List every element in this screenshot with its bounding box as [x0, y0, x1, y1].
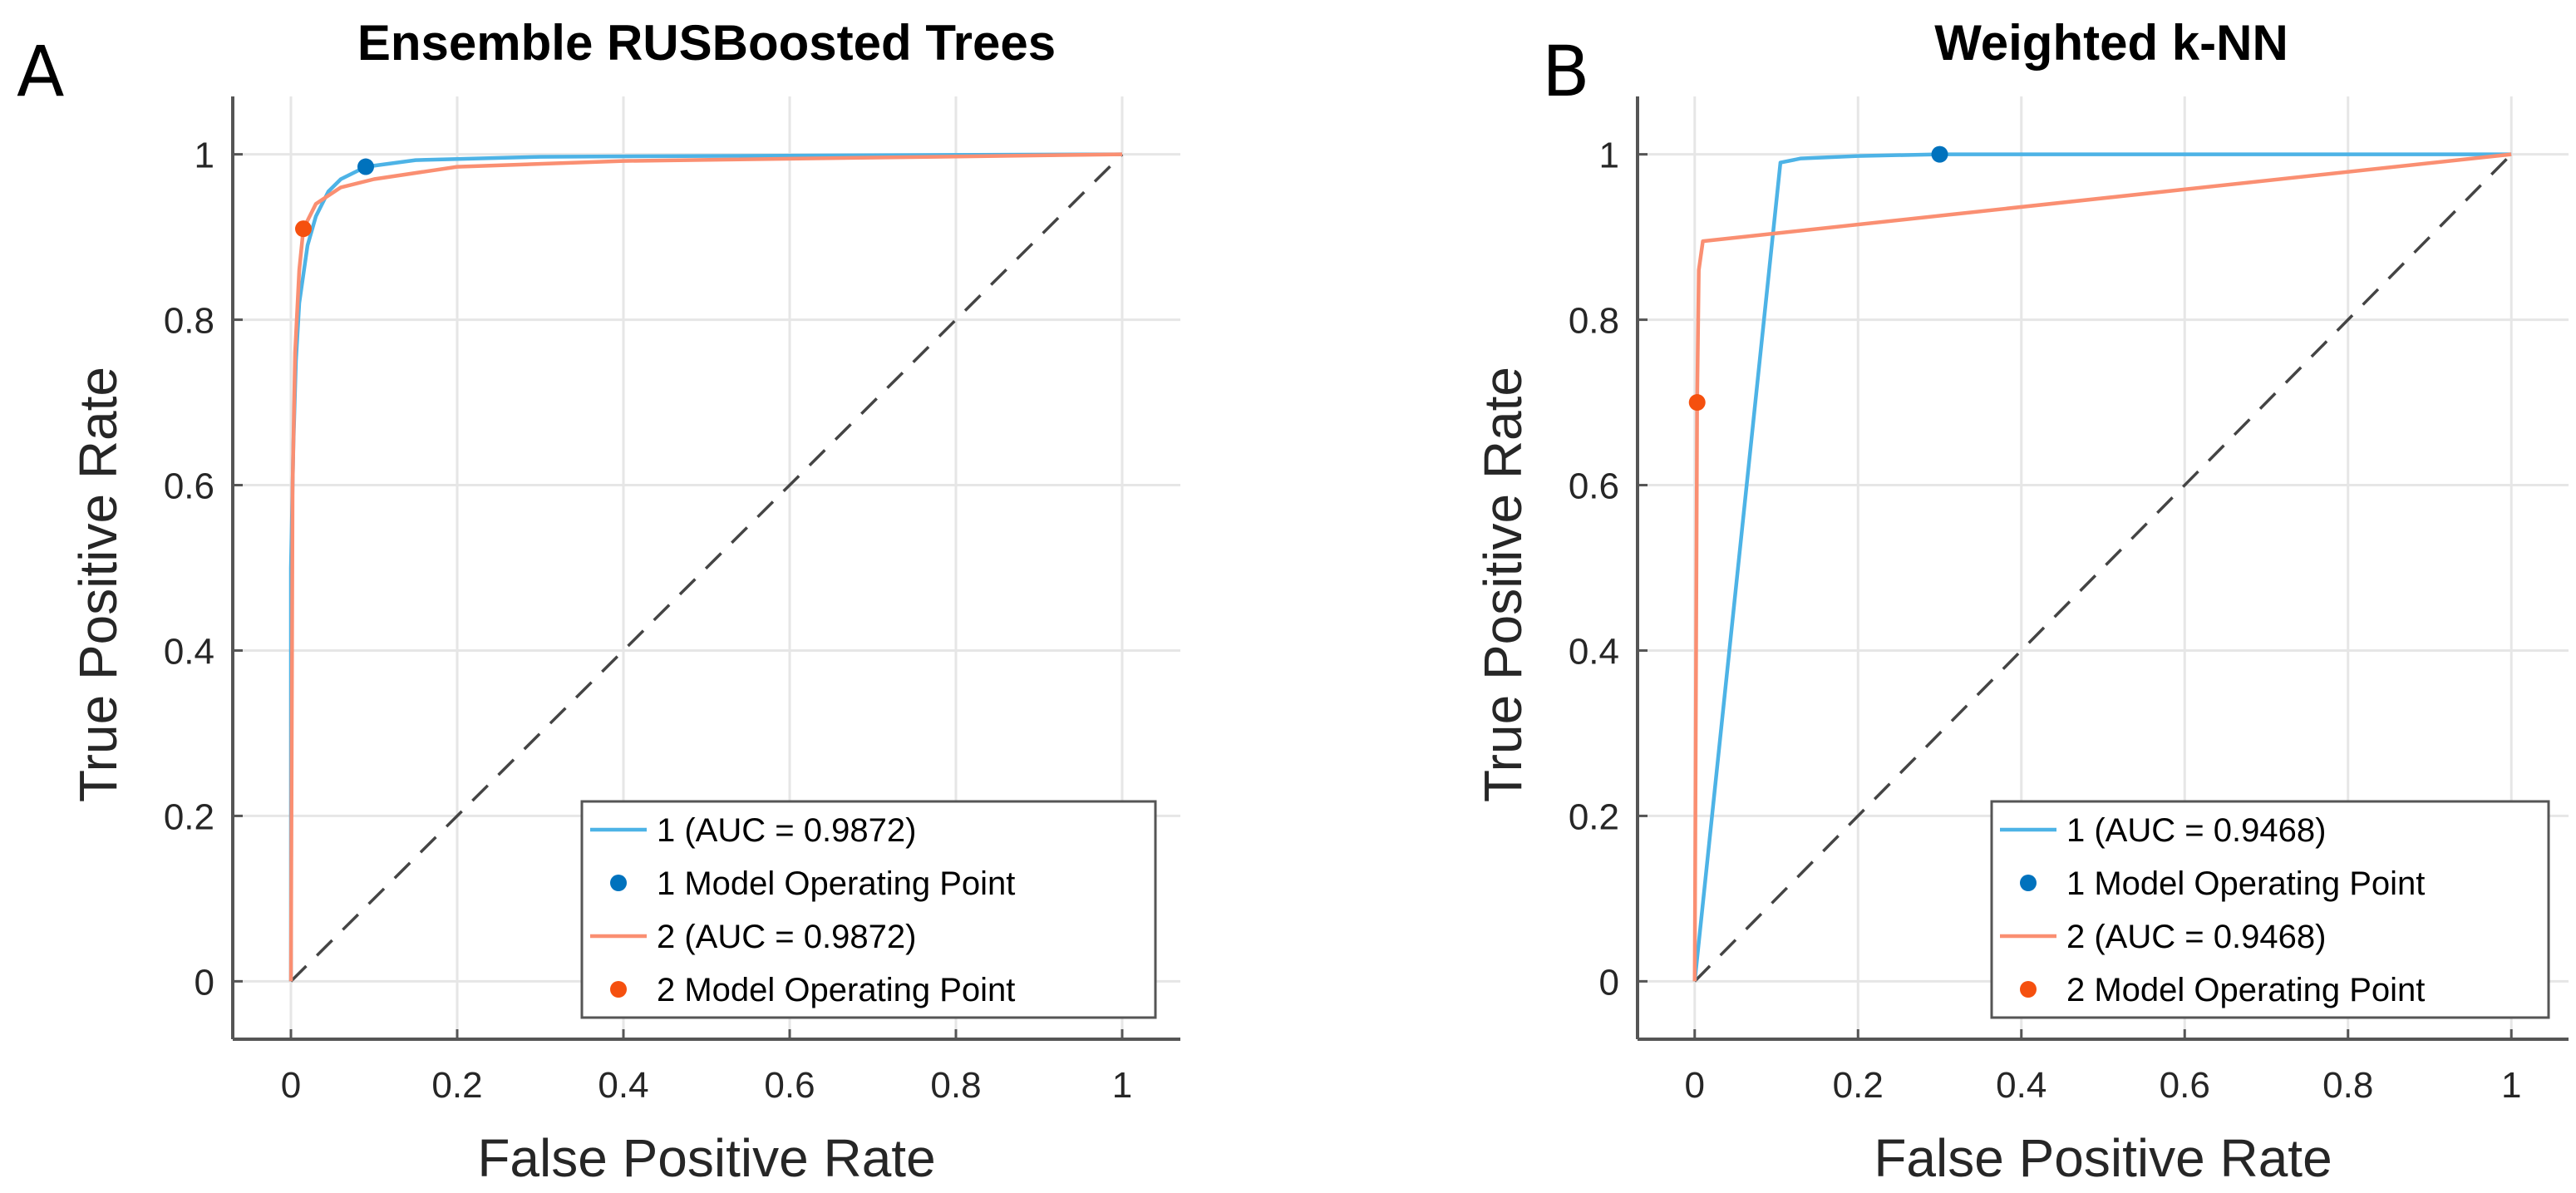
y-tick-label: 1 — [195, 136, 214, 176]
y-tick-label: 0.8 — [1569, 301, 1619, 342]
roc-curve-series-1 — [1692, 152, 2512, 982]
y-tick-label: 0.6 — [164, 466, 214, 507]
y-tick-label: 0.4 — [164, 631, 214, 672]
legend-entry-label: 2 Model Operating Point — [657, 972, 1015, 1008]
legend-box — [1990, 800, 2550, 1019]
y-tick-label: 0.4 — [1569, 631, 1619, 672]
chance-diagonal-line — [289, 153, 1124, 983]
legend-point-swatch — [610, 981, 627, 998]
roc-curve-series-2 — [1692, 152, 2512, 982]
x-tick-label: 1 — [2501, 1065, 2521, 1106]
operating-point-1 — [357, 158, 374, 175]
operating-point-2 — [1688, 394, 1706, 412]
y-tick-label: 0 — [1599, 962, 1619, 1003]
legend-entry-label: 1 Model Operating Point — [657, 865, 1015, 902]
y-tick-label: 0 — [195, 962, 214, 1003]
operating-point-2 — [295, 220, 312, 238]
legend-box — [580, 800, 1157, 1019]
x-tick-label: 0.4 — [1996, 1065, 2047, 1106]
x-tick-label: 0.2 — [1833, 1065, 1884, 1106]
chart-title: Ensemble RUSBoosted Trees — [357, 15, 1056, 71]
legend-entry-label: 2 (AUC = 0.9468) — [2066, 919, 2326, 955]
y-tick-label: 0.2 — [1569, 796, 1619, 837]
y-tick-label: 0.8 — [164, 301, 214, 342]
panel-letter: B — [1542, 31, 1590, 112]
legend-entry-label: 1 (AUC = 0.9872) — [657, 812, 916, 849]
x-axis-label: False Positive Rate — [477, 1128, 935, 1188]
chart-title: Weighted k-NN — [1934, 15, 2288, 71]
y-axis-label: True Positive Rate — [1473, 367, 1533, 802]
legend-entry-label: 1 (AUC = 0.9468) — [2066, 812, 2326, 849]
operating-point-1 — [1931, 145, 1948, 163]
x-tick-label: 0.4 — [598, 1065, 648, 1106]
y-tick-label: 1 — [1599, 136, 1619, 176]
x-axis-label: False Positive Rate — [1874, 1128, 2332, 1188]
panel-a: A Ensemble RUSBoosted Trees 0 0.2 0.4 0.6 0.8 1… — [17, 15, 1180, 1188]
x-tick-label: 0 — [281, 1065, 301, 1106]
x-tick-label: 0.2 — [431, 1065, 482, 1106]
x-tick-label: 0 — [1685, 1065, 1705, 1106]
legend: 1 (AUC = 0.9872) 1 Model Operating Point 2… — [580, 800, 1157, 1019]
x-tick-label: 0.6 — [2160, 1065, 2210, 1106]
legend-point-swatch — [2020, 875, 2037, 891]
legend-point-swatch — [610, 875, 627, 891]
roc-curve-series-2 — [288, 152, 1123, 982]
y-tick-label: 0.6 — [1569, 466, 1619, 507]
legend-point-swatch — [2020, 981, 2037, 998]
legend-entry-label: 2 (AUC = 0.9872) — [657, 919, 916, 955]
chance-diagonal-line — [1693, 153, 2513, 983]
legend: 1 (AUC = 0.9468) 1 Model Operating Point 2… — [1990, 800, 2550, 1019]
panel-b: B Weighted k-NN 0 0.2 0.4 0.6 0.8 1 0 0.2 0.4 0.6 0.… — [1473, 15, 2569, 1188]
y-tick-label: 0.2 — [164, 796, 214, 837]
legend-entry-label: 2 Model Operating Point — [2066, 972, 2425, 1008]
x-tick-label: 0.6 — [764, 1065, 815, 1106]
x-tick-label: 0.8 — [2322, 1065, 2373, 1106]
panel-letter: A — [17, 31, 64, 112]
y-axis-label: True Positive Rate — [68, 367, 128, 802]
x-tick-label: 0.8 — [930, 1065, 981, 1106]
legend-entry-label: 1 Model Operating Point — [2066, 865, 2425, 902]
x-tick-label: 1 — [1112, 1065, 1132, 1106]
